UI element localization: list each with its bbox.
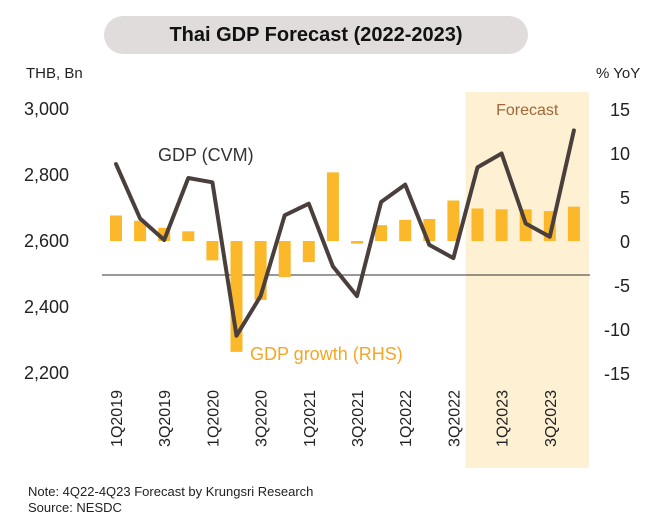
chart-note: Note: 4Q22-4Q23 Forecast by Krungsri Res… bbox=[28, 484, 314, 499]
gdp-growth-bar bbox=[351, 241, 363, 244]
x-tick-label: 3Q2022 bbox=[446, 390, 463, 447]
forecast-label: Forecast bbox=[496, 102, 559, 119]
gdp-growth-bar bbox=[495, 209, 508, 241]
x-tick-label: 3Q2020 bbox=[254, 390, 271, 447]
right-axis-unit: % YoY bbox=[596, 65, 640, 82]
x-tick-label: 1Q2023 bbox=[495, 390, 512, 447]
gdp-cvm-label: GDP (CVM) bbox=[158, 145, 254, 165]
gdp-growth-bar bbox=[182, 231, 195, 241]
right-tick-label: -10 bbox=[604, 320, 630, 340]
x-tick-label: 1Q2021 bbox=[302, 390, 319, 447]
left-tick-label: 2,600 bbox=[24, 231, 69, 251]
gdp-growth-bar bbox=[326, 172, 339, 241]
left-tick-label: 2,200 bbox=[24, 363, 69, 383]
right-tick-label: 5 bbox=[620, 188, 630, 208]
x-tick-label: 3Q2019 bbox=[157, 390, 174, 447]
gdp-growth-bar bbox=[399, 219, 412, 241]
right-tick-label: -15 bbox=[604, 364, 630, 384]
chart-title-pill: Thai GDP Forecast (2022-2023) bbox=[104, 16, 528, 54]
gdp-growth-bar bbox=[447, 200, 460, 241]
x-tick-label: 1Q2019 bbox=[109, 390, 126, 447]
right-tick-label: 0 bbox=[620, 232, 630, 252]
gdp-growth-bar bbox=[471, 208, 484, 241]
right-tick-label: 10 bbox=[610, 144, 630, 164]
gdp-growth-bar bbox=[110, 215, 122, 241]
x-tick-label: 1Q2020 bbox=[205, 390, 222, 447]
right-tick-label: 15 bbox=[610, 100, 630, 120]
x-tick-label: 3Q2021 bbox=[350, 390, 367, 447]
gdp-cvm-line bbox=[114, 128, 576, 338]
gdp-growth-bar bbox=[278, 241, 291, 278]
chart-plot: Forecast THB, Bn 2,200 2,400 2,600 2,800 3,00… bbox=[24, 65, 640, 468]
left-tick-label: 2,800 bbox=[24, 165, 69, 185]
chart-source: Source: NESDC bbox=[28, 500, 122, 515]
left-tick-label: 2,400 bbox=[24, 297, 69, 317]
gdp-growth-bar bbox=[375, 225, 388, 241]
chart-title: Thai GDP Forecast (2022-2023) bbox=[169, 23, 463, 46]
gdp-growth-bar bbox=[302, 241, 315, 263]
gdp-growth-bar bbox=[134, 220, 147, 241]
x-tick-label: 3Q2023 bbox=[543, 390, 560, 447]
left-axis-unit: THB, Bn bbox=[26, 65, 83, 82]
gdp-growth-bar bbox=[206, 241, 219, 261]
gdp-growth-label: GDP growth (RHS) bbox=[250, 344, 403, 364]
right-tick-label: -5 bbox=[614, 276, 630, 296]
x-tick-label: 1Q2022 bbox=[398, 390, 415, 447]
gdp-growth-bar bbox=[567, 206, 580, 241]
left-tick-label: 3,000 bbox=[24, 99, 69, 119]
